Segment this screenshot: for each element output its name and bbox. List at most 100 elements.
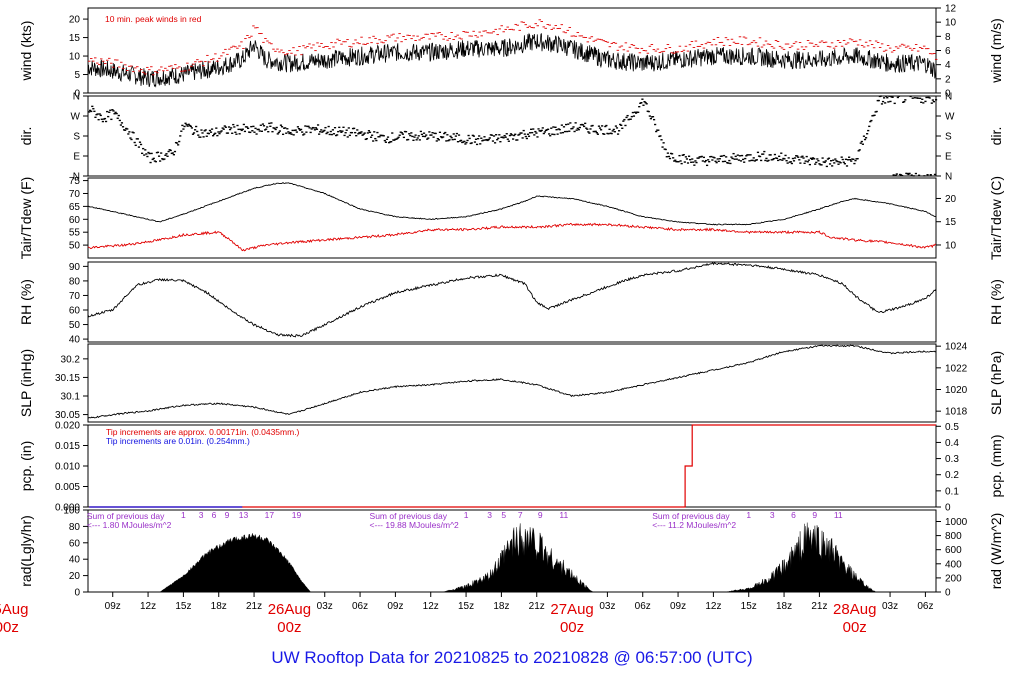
right-y-tick-label: 10	[945, 240, 957, 251]
right-y-tick-label: E	[945, 152, 952, 163]
x-tick-label: 15z	[741, 601, 757, 612]
right-y-tick-label: 0.4	[945, 438, 959, 449]
radiation-sum-annotation: <--- 19.88 MJoules/m^2	[370, 520, 460, 530]
y-tick-label: 75	[69, 176, 81, 187]
y-tick-label: E	[73, 152, 80, 163]
hour-mark-label: 1	[181, 510, 186, 520]
day-date-label: 28Aug	[833, 601, 876, 618]
day-time-label: 00z	[0, 619, 19, 636]
x-tick-label: 18z	[493, 601, 509, 612]
panel-frame	[87, 177, 937, 259]
y-tick-label: 65	[69, 202, 81, 213]
right-y-tick-label: 1022	[945, 363, 968, 374]
y-tick-label: 5	[74, 70, 80, 81]
radiation-sum-annotation: Sum of previous day	[370, 511, 448, 521]
x-tick-label: 06z	[635, 601, 651, 612]
day-time-label: 00z	[843, 619, 867, 636]
right-y-tick-label: 1018	[945, 407, 968, 418]
y-tick-label: 0.015	[55, 441, 80, 452]
right-y-tick-label: 1020	[945, 385, 968, 396]
hour-mark-label: 17	[265, 510, 275, 520]
right-y-tick-label: 0	[945, 503, 951, 514]
y-tick-label: 60	[69, 538, 81, 549]
right-y-tick-label: 0	[945, 89, 951, 100]
day-date-label: 27Aug	[550, 601, 593, 618]
x-axis: 09z 12z 15z 18z 21z 03z 06z 09z 12z 15z 18z 21z 03z 0…	[0, 592, 933, 636]
day-date-label: 26Aug	[268, 601, 311, 618]
rh-series	[87, 261, 937, 338]
air-temp-series	[87, 182, 937, 226]
x-tick-label: 09z	[670, 601, 686, 612]
right-y-tick-label: 12	[945, 4, 957, 15]
y-tick-label: 20	[69, 571, 81, 582]
y-tick-label: 30.2	[61, 354, 81, 365]
right-y-axis-label: wind (m/s)	[988, 18, 1004, 84]
right-y-tick-label: 200	[945, 573, 962, 584]
y-axis-label: RH (%)	[18, 279, 34, 325]
x-tick-label: 12z	[140, 601, 156, 612]
hour-mark-label: 3	[770, 510, 775, 520]
y-tick-label: 0	[74, 89, 80, 100]
y-axis-label: dir.	[18, 127, 34, 146]
y-tick-label: 70	[69, 291, 81, 302]
y-tick-label: W	[71, 112, 81, 123]
dewpoint-series	[87, 222, 937, 252]
right-y-tick-label: N	[945, 172, 952, 183]
slp-series	[87, 344, 937, 419]
y-tick-label: 90	[69, 262, 81, 273]
wind-speed-series	[87, 32, 937, 88]
hour-mark-label: 1	[464, 510, 469, 520]
y-tick-label: S	[73, 132, 80, 143]
y-tick-label: 15	[69, 33, 81, 44]
right-y-tick-label: 6	[945, 46, 951, 57]
right-y-tick-label: 1000	[945, 517, 968, 528]
right-y-tick-label: 0.5	[945, 422, 959, 433]
radiation-sum-annotation: <--- 11.2 MJoules/m^2	[652, 520, 736, 530]
x-tick-label: 18z	[211, 601, 227, 612]
y-tick-label: 50	[69, 241, 81, 252]
panel-slp: 30.05 30.1 30.15 30.2 1018 1020 1022 1024 SLP (i…	[18, 342, 1004, 423]
hour-mark-label: 11	[834, 510, 843, 520]
right-y-tick-label: 0.1	[945, 486, 959, 497]
x-tick-label: 09z	[105, 601, 121, 612]
y-tick-label: 70	[69, 189, 81, 200]
hour-mark-label: 9	[538, 510, 543, 520]
hour-mark-label: 19	[292, 510, 302, 520]
panel-pcp: 0.000 0.005 0.010 0.015 0.020 0 0.1 0.2 0.3 0.4 0.…	[18, 421, 1004, 514]
right-y-tick-label: W	[945, 112, 955, 123]
x-tick-label: 21z	[529, 601, 545, 612]
y-tick-label: 80	[69, 522, 81, 533]
y-tick-label: 20	[69, 15, 81, 26]
hour-mark-label: 9	[225, 510, 230, 520]
day-time-label: 00z	[560, 619, 584, 636]
y-tick-label: 80	[69, 276, 81, 287]
panel-wind: 0 5 10 15 20 0 2 4 6 8 10 12 wind (kts) wind (m/s) 10 …	[18, 4, 1004, 100]
y-axis-label: Tair/Tdew (F)	[18, 177, 34, 259]
footer-title: UW Rooftop Data for 20210825 to 20210828…	[271, 648, 753, 667]
right-y-axis-label: dir.	[988, 127, 1004, 146]
y-tick-label: 0.000	[55, 503, 80, 514]
right-y-tick-label: 800	[945, 531, 962, 542]
radiation-day-3	[725, 522, 877, 593]
x-tick-label: 06z	[917, 601, 933, 612]
right-y-tick-label: N	[945, 92, 952, 103]
hour-mark-label: 6	[791, 510, 796, 520]
x-tick-label: 18z	[776, 601, 792, 612]
hour-mark-label: 1	[746, 510, 751, 520]
right-y-tick-label: S	[945, 132, 952, 143]
x-tick-label: 03z	[882, 601, 898, 612]
y-tick-label: 60	[69, 215, 81, 226]
y-axis-label: rad(Lgly/hr)	[18, 515, 34, 587]
y-tick-label: 30.05	[55, 410, 80, 421]
right-y-tick-label: 2	[945, 74, 951, 85]
x-tick-label: 12z	[705, 601, 721, 612]
day-time-label: 00z	[277, 619, 301, 636]
y-tick-label: 0.020	[55, 421, 80, 432]
y-tick-label: 40	[69, 335, 81, 346]
radiation-day-1	[159, 532, 311, 593]
x-tick-label: 21z	[246, 601, 262, 612]
right-y-axis-label: RH (%)	[988, 279, 1004, 325]
y-tick-label: N	[73, 92, 80, 103]
